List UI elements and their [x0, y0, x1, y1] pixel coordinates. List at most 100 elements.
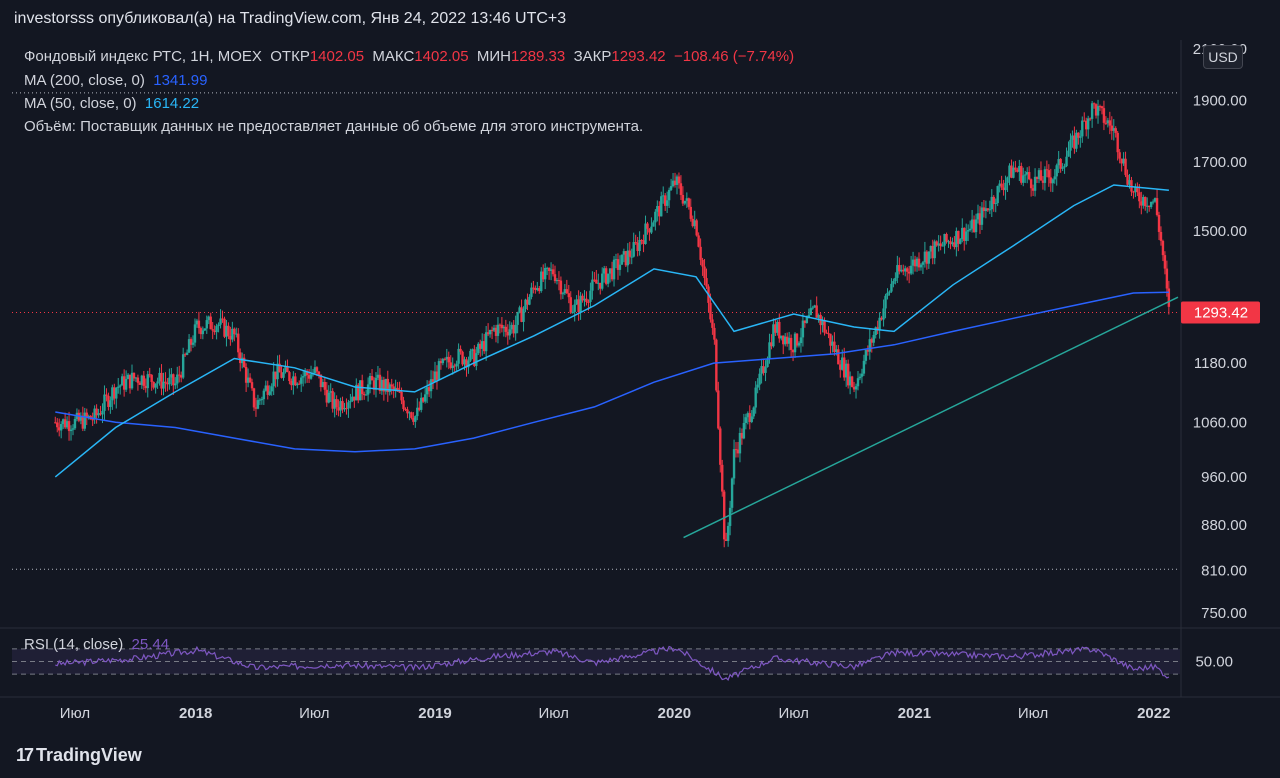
candle-body: [734, 449, 738, 451]
candle-body: [902, 269, 905, 272]
candle-body: [1045, 169, 1049, 171]
symbol-title[interactable]: Фондовый индекс РТС, 1Н, MOEX: [24, 48, 262, 65]
candle-body: [762, 366, 765, 373]
candle-body: [412, 417, 415, 422]
rsi-legend[interactable]: RSI (14, close) 25.44: [24, 636, 169, 653]
candle-body: [1020, 166, 1023, 183]
rsi-label: RSI (14, close): [24, 636, 124, 653]
candle-body: [418, 407, 421, 410]
ma50-line: [54, 184, 1169, 478]
candle-body: [144, 385, 147, 389]
candle-body: [968, 228, 972, 231]
candle-body: [986, 208, 990, 211]
candle-body: [303, 371, 307, 377]
tradingview-logo[interactable]: 17 TradingView: [16, 745, 142, 766]
currency-button[interactable]: USD: [1203, 45, 1243, 69]
candle-body: [449, 362, 452, 369]
candle-body: [1049, 177, 1053, 184]
candle-body: [154, 383, 157, 388]
candle-body: [431, 379, 435, 382]
candle-body: [142, 375, 146, 386]
candle-body: [1108, 120, 1112, 126]
candle-body: [124, 378, 128, 390]
candle-body: [514, 324, 517, 334]
candle-body: [1102, 108, 1106, 123]
candle-body: [904, 268, 907, 272]
candle-body: [156, 381, 159, 384]
candle-body: [217, 324, 220, 327]
candle-body: [396, 387, 399, 392]
candle-body: [990, 196, 993, 210]
candle-body: [209, 316, 212, 330]
candle-body: [1140, 201, 1143, 206]
candle-body: [681, 194, 685, 204]
time-tick-label: Июл: [1018, 705, 1048, 722]
candle-body: [362, 394, 366, 396]
candle-body: [168, 377, 171, 385]
candle-body: [1159, 231, 1163, 241]
candle-body: [738, 432, 742, 454]
candle-body: [565, 289, 569, 294]
candle-body: [894, 277, 897, 282]
candle-body: [421, 397, 425, 402]
candle-body: [585, 298, 588, 302]
candle-body: [319, 374, 323, 388]
candle-body: [888, 291, 891, 293]
candle-body: [498, 324, 502, 326]
candle-body: [1061, 167, 1064, 169]
candle-body: [274, 371, 277, 380]
ma50-legend[interactable]: MA (50, close, 0) 1614.22: [24, 95, 199, 112]
candle-body: [695, 220, 698, 236]
candle-body: [1083, 120, 1086, 122]
candle-body: [1100, 106, 1104, 109]
candle-body: [551, 269, 555, 275]
candle-body: [423, 394, 427, 402]
candle-body: [1144, 196, 1147, 207]
candle-body: [784, 336, 787, 345]
candle-body: [614, 259, 618, 261]
candle-body: [225, 325, 228, 337]
candle-body: [602, 268, 606, 274]
candle-body: [837, 349, 840, 365]
candle-body: [239, 352, 242, 364]
candle-body: [795, 333, 799, 346]
candle-body: [256, 400, 260, 409]
candle-body: [160, 372, 163, 389]
price-tick-label: 1500.00: [1193, 223, 1247, 240]
candle-body: [685, 198, 689, 201]
candle-body: [870, 339, 873, 343]
candle-body: [630, 256, 633, 258]
candle-body: [687, 198, 690, 207]
chart-canvas[interactable]: 750.00 810.00 880.00 960.00 1060.00 1180.00 15…: [0, 0, 1280, 735]
candle-body: [919, 264, 923, 268]
candle-body: [542, 271, 545, 280]
candle-body: [457, 348, 460, 364]
candle-body: [1073, 135, 1076, 149]
candle-body: [439, 361, 443, 364]
candle-body: [929, 245, 932, 252]
candle-body: [852, 386, 856, 390]
candle-body: [398, 391, 401, 393]
rsi-value: 25.44: [131, 636, 170, 653]
candle-body: [697, 235, 700, 247]
candle-body: [591, 279, 594, 291]
candle-body: [1146, 205, 1149, 207]
candle-body: [793, 333, 797, 353]
candle-body: [207, 316, 210, 321]
candle-body: [1041, 180, 1045, 183]
candle-body: [61, 419, 65, 425]
candle-body: [656, 206, 659, 212]
ma200-legend[interactable]: MA (200, close, 0) 1341.99: [24, 72, 207, 89]
candle-body: [213, 330, 216, 333]
candle-body: [545, 267, 549, 269]
candle-body: [835, 349, 838, 353]
price-axis: 750.00 810.00 880.00 960.00 1060.00 1180.00 15…: [1193, 41, 1247, 622]
candle-body: [1031, 188, 1035, 191]
candle-body: [713, 327, 716, 340]
symbol-legend: Фондовый индекс РТС, 1Н, MOEX ОТКР1402.0…: [24, 48, 794, 65]
candle-body: [854, 386, 858, 390]
candle-body: [242, 357, 246, 367]
candle-body: [250, 382, 254, 389]
candle-body: [809, 308, 812, 316]
candle-body: [721, 464, 724, 492]
